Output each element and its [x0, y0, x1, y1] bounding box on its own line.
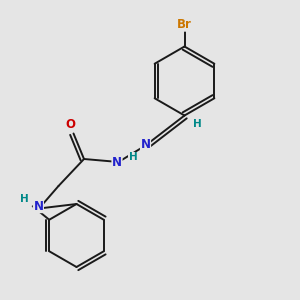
Text: H: H — [128, 152, 137, 163]
Text: N: N — [140, 137, 151, 151]
Text: H: H — [193, 119, 202, 129]
Text: Br: Br — [177, 18, 192, 31]
Text: N: N — [112, 155, 122, 169]
Text: O: O — [65, 118, 76, 131]
Text: H: H — [20, 194, 29, 204]
Text: N: N — [33, 200, 43, 213]
